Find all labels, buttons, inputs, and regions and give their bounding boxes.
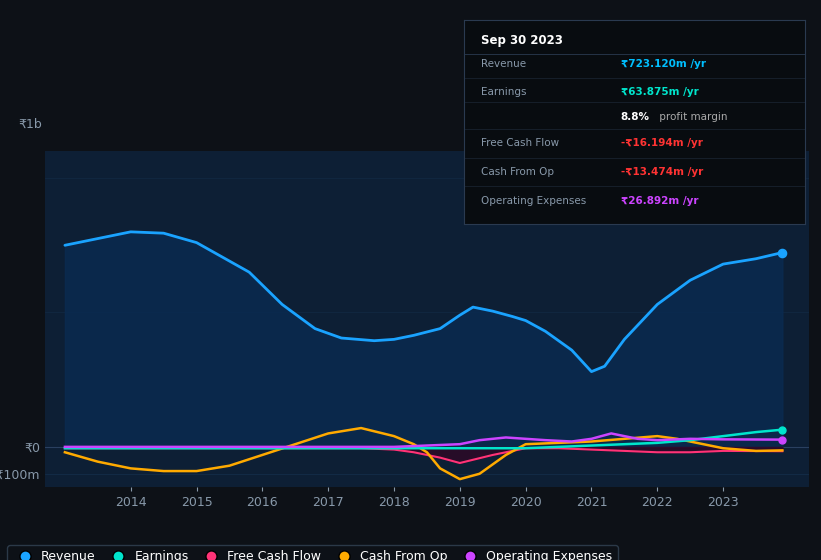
Text: ₹63.875m /yr: ₹63.875m /yr xyxy=(621,87,699,97)
Text: profit margin: profit margin xyxy=(656,112,728,122)
Text: Cash From Op: Cash From Op xyxy=(481,167,554,177)
Text: Sep 30 2023: Sep 30 2023 xyxy=(481,34,562,47)
Text: Revenue: Revenue xyxy=(481,59,526,69)
Text: -₹13.474m /yr: -₹13.474m /yr xyxy=(621,167,703,177)
Legend: Revenue, Earnings, Free Cash Flow, Cash From Op, Operating Expenses: Revenue, Earnings, Free Cash Flow, Cash … xyxy=(7,545,617,560)
Point xyxy=(776,435,789,444)
Text: Free Cash Flow: Free Cash Flow xyxy=(481,138,559,148)
Text: ₹26.892m /yr: ₹26.892m /yr xyxy=(621,195,698,206)
Text: -₹16.194m /yr: -₹16.194m /yr xyxy=(621,138,703,148)
Text: Earnings: Earnings xyxy=(481,87,526,97)
Point xyxy=(776,425,789,434)
Text: ₹723.120m /yr: ₹723.120m /yr xyxy=(621,59,705,69)
Point xyxy=(776,248,789,257)
Text: Operating Expenses: Operating Expenses xyxy=(481,195,586,206)
Text: ₹1b: ₹1b xyxy=(18,118,42,131)
Text: 8.8%: 8.8% xyxy=(621,112,649,122)
